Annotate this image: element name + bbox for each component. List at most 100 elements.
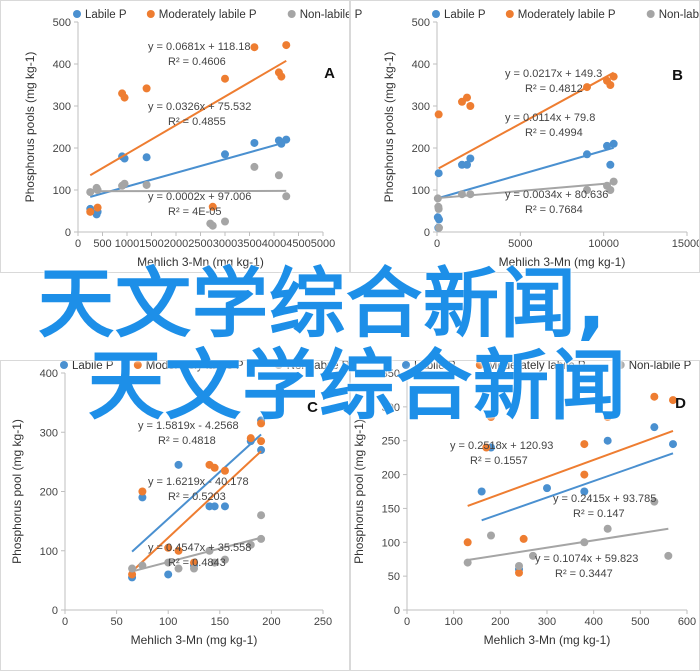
trend-equation-nonlabile: y = 0.0002x + 97.006 bbox=[148, 191, 251, 203]
data-point-labile bbox=[477, 487, 486, 496]
data-point-moderate bbox=[246, 434, 255, 443]
data-point-labile bbox=[220, 502, 229, 511]
data-point-moderate bbox=[669, 396, 677, 405]
data-point-moderate bbox=[128, 570, 137, 579]
trend-r2-moderate: R² = 0.5203 bbox=[168, 491, 226, 503]
legend-entry-moderate: Moderately labile P bbox=[488, 360, 586, 372]
data-point-moderate bbox=[434, 110, 443, 119]
x-tick-label: 400 bbox=[584, 616, 602, 628]
data-point-nonlabile bbox=[120, 179, 129, 188]
y-tick-label: 400 bbox=[53, 59, 71, 71]
data-point-nonlabile bbox=[435, 223, 443, 232]
data-point-nonlabile bbox=[93, 186, 102, 194]
x-tick-label: 0 bbox=[434, 238, 440, 250]
x-tick-label: 3000 bbox=[213, 238, 237, 250]
trendline-nonlabile bbox=[131, 536, 262, 573]
x-tick-label: 0 bbox=[404, 616, 410, 628]
trend-r2-nonlabile: R² = 0.3447 bbox=[555, 568, 613, 580]
y-tick-label: 300 bbox=[53, 101, 71, 113]
data-point-labile bbox=[603, 436, 612, 445]
data-point-labile bbox=[210, 502, 219, 511]
y-tick-label: 350 bbox=[382, 368, 400, 380]
y-tick-label: 0 bbox=[424, 227, 430, 239]
panel-label-a: A bbox=[324, 65, 335, 82]
data-point-labile bbox=[174, 460, 183, 469]
chart-panel-a: 0 500 1000 1500 2000 2500 3000 3500 4000 4500 5000… bbox=[23, 9, 363, 269]
legend-entry-moderate: Moderately labile P bbox=[518, 9, 616, 21]
trend-equation-labile: y = 0.0114x + 79.8 bbox=[505, 112, 595, 124]
data-point-nonlabile bbox=[515, 561, 523, 570]
x-tick-label: 4000 bbox=[262, 238, 286, 250]
overlay-headline-1: 天文学综合新闻, bbox=[38, 259, 607, 348]
data-point-nonlabile bbox=[583, 186, 591, 194]
legend-marker-labile bbox=[60, 361, 68, 369]
x-tick-label: 150 bbox=[211, 616, 229, 628]
y-tick-label: 100 bbox=[53, 185, 71, 197]
data-point-moderate bbox=[487, 413, 495, 422]
y-tick-label: 400 bbox=[412, 59, 430, 71]
y-tick-label: 0 bbox=[52, 605, 58, 617]
data-point-moderate bbox=[210, 463, 219, 472]
legend-entry-moderate: Moderately labile P bbox=[146, 360, 244, 372]
trend-r2-nonlabile: R² = 4E-05 bbox=[168, 206, 222, 218]
data-point-moderate bbox=[463, 538, 472, 547]
y-axis-label: Phosphorus pool (mg kg-1) bbox=[10, 419, 24, 564]
x-tick-label: 0 bbox=[62, 616, 68, 628]
data-point-moderate bbox=[519, 534, 528, 543]
legend-marker-moderate bbox=[146, 10, 155, 18]
data-point-nonlabile bbox=[142, 180, 151, 189]
data-point-nonlabile bbox=[609, 177, 618, 186]
y-tick-label: 500 bbox=[53, 17, 71, 29]
legend-marker-labile bbox=[402, 361, 410, 369]
x-tick-label: 15000 bbox=[672, 238, 700, 250]
data-point-labile bbox=[463, 160, 471, 169]
y-tick-label: 200 bbox=[40, 487, 58, 499]
data-point-moderate bbox=[164, 543, 173, 552]
x-tick-label: 4500 bbox=[286, 238, 310, 250]
data-point-nonlabile bbox=[274, 171, 283, 180]
data-point-nonlabile bbox=[210, 558, 219, 567]
data-point-labile bbox=[142, 153, 151, 162]
chart-panel-b: 0 5000 10000 15000 0 100 200 300 400 500 Mehlich 3… bbox=[382, 9, 700, 269]
data-point-labile bbox=[609, 139, 618, 148]
data-point-labile bbox=[543, 484, 551, 493]
chart-panel-c: 0 50 100 150 200 250 0 100 200 300 400 Mehlich 3-Mn… bbox=[10, 360, 350, 647]
data-point-nonlabile bbox=[86, 188, 95, 197]
y-tick-label: 500 bbox=[412, 17, 430, 29]
data-point-nonlabile bbox=[434, 204, 443, 213]
data-point-labile bbox=[580, 487, 589, 496]
x-tick-label: 5000 bbox=[508, 238, 532, 250]
trend-equation-moderate: y = 1.6219x - 40.178 bbox=[148, 476, 249, 488]
data-point-labile bbox=[606, 160, 615, 169]
chart-panel-d: 0 100 200 300 400 500 600 0 50 100 150 200 250 300 350… bbox=[352, 360, 696, 647]
data-point-labile bbox=[164, 570, 173, 579]
y-tick-label: 150 bbox=[382, 503, 400, 515]
x-tick-label: 50 bbox=[110, 616, 122, 628]
trend-r2-moderate: R² = 0.4606 bbox=[168, 56, 226, 68]
legend-marker-moderate bbox=[475, 361, 484, 369]
data-point-nonlabile bbox=[529, 551, 537, 560]
data-point-nonlabile bbox=[282, 192, 291, 201]
data-point-moderate bbox=[463, 93, 471, 102]
trend-equation-nonlabile: y = 0.0034x + 80.636 bbox=[505, 189, 608, 201]
data-point-moderate bbox=[220, 466, 229, 475]
y-axis-label: Phosphorus pools (mg kg-1) bbox=[23, 52, 37, 203]
x-tick-label: 1500 bbox=[139, 238, 163, 250]
legend-marker-moderate bbox=[133, 361, 142, 369]
data-point-labile bbox=[282, 135, 291, 144]
trend-equation-labile: y = 0.0326x + 75.532 bbox=[148, 101, 251, 113]
trend-r2-nonlabile: R² = 0.7684 bbox=[525, 204, 583, 216]
y-tick-label: 100 bbox=[382, 537, 400, 549]
panel-label-c: C bbox=[307, 399, 318, 416]
x-tick-label: 250 bbox=[314, 616, 332, 628]
trendline-moderate bbox=[467, 429, 674, 507]
legend-entry-moderate: Moderately labile P bbox=[159, 9, 257, 21]
trendline-nonlabile bbox=[467, 527, 669, 562]
x-tick-label: 2500 bbox=[188, 238, 212, 250]
data-point-moderate bbox=[606, 81, 615, 89]
trend-r2-labile: R² = 0.147 bbox=[573, 508, 625, 520]
data-point-moderate bbox=[282, 41, 291, 50]
data-point-moderate bbox=[515, 568, 523, 577]
legend-entry-labile: Labile P bbox=[72, 360, 114, 372]
data-point-nonlabile bbox=[250, 162, 259, 171]
